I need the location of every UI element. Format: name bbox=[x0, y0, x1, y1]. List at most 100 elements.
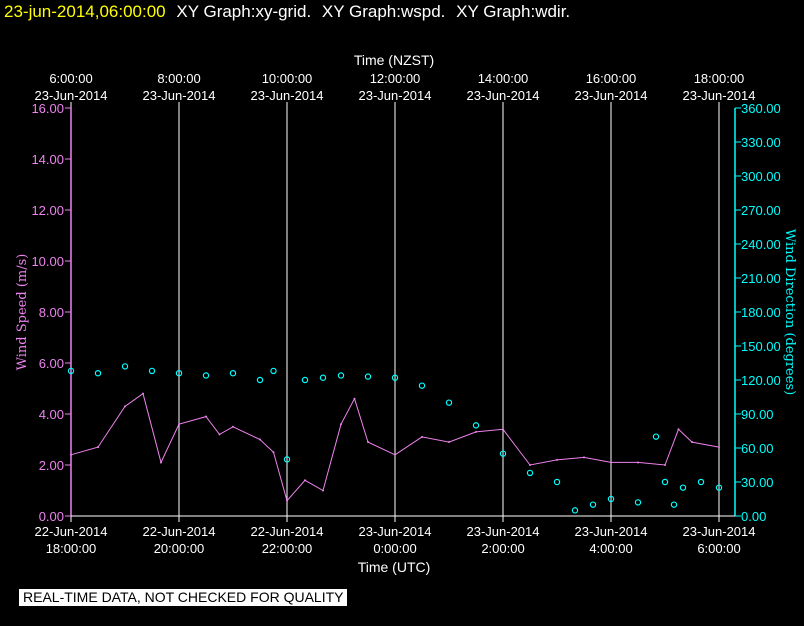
y-right-tick-label-10: 300.00 bbox=[741, 169, 781, 184]
wind-speed-point-9 bbox=[259, 438, 261, 441]
x-tick-label-top-date-1: 23-Jun-2014 bbox=[143, 88, 216, 103]
left-axis-title: Wind Speed (m/s) bbox=[15, 254, 30, 371]
wind-direction-point-5 bbox=[202, 372, 210, 379]
y-left-tick-label-6: 12.00 bbox=[31, 203, 64, 218]
right-axis-title: Wind Direction (degrees) bbox=[782, 229, 797, 395]
wind-speed-point-24 bbox=[583, 456, 585, 459]
wind-direction-point-24 bbox=[634, 499, 642, 506]
wind-speed-point-5 bbox=[178, 423, 180, 426]
wind-direction-point-6 bbox=[229, 370, 237, 377]
wind-direction-point-23 bbox=[607, 495, 615, 503]
x-tick-label-bottom-date-2: 22-Jun-2014 bbox=[251, 524, 324, 539]
wind-speed-point-17 bbox=[394, 453, 396, 456]
wind-speed-point-0 bbox=[70, 453, 72, 456]
x-tick-label-bottom-time-4: 2:00:00 bbox=[481, 541, 524, 556]
x-tick-label-top-time-3: 12:00:00 bbox=[370, 71, 421, 86]
wind-speed-point-8 bbox=[232, 425, 234, 428]
top-axis-title: Time (NZST) bbox=[354, 52, 434, 68]
y-right-tick-label-9: 270.00 bbox=[741, 203, 781, 218]
wind-direction-point-0 bbox=[67, 367, 75, 375]
header-graph-wdir: XY Graph:wdir. bbox=[456, 2, 571, 21]
wind-speed-point-19 bbox=[448, 441, 450, 444]
y-right-tick-label-1: 30.00 bbox=[741, 475, 774, 490]
x-tick-label-top-date-6: 23-Jun-2014 bbox=[683, 88, 756, 103]
x-tick-label-top-time-6: 18:00:00 bbox=[694, 71, 745, 86]
x-tick-label-top-time-5: 16:00:00 bbox=[586, 71, 637, 86]
wind-direction-point-4 bbox=[175, 370, 183, 377]
y-right-tick-label-3: 90.00 bbox=[741, 407, 774, 422]
wind-direction-point-16 bbox=[445, 399, 453, 406]
wind-speed-point-2 bbox=[124, 405, 126, 408]
wind-direction-point-10 bbox=[301, 376, 309, 384]
wind-speed-point-10 bbox=[272, 451, 275, 454]
wind-speed-point-3 bbox=[142, 392, 144, 395]
wind-speed-point-1 bbox=[97, 446, 99, 449]
wind-direction-point-21 bbox=[571, 507, 579, 514]
wind-speed-point-12 bbox=[304, 479, 306, 482]
wind-direction-point-2 bbox=[121, 363, 129, 370]
wind-speed-point-4 bbox=[160, 461, 162, 464]
x-tick-label-bottom-time-3: 0:00:00 bbox=[373, 541, 416, 556]
wind-speed-point-26 bbox=[637, 461, 639, 464]
wind-speed-point-29 bbox=[691, 441, 693, 444]
x-tick-label-top-date-4: 23-Jun-2014 bbox=[467, 88, 540, 103]
x-tick-label-top-date-0: 23-Jun-2014 bbox=[35, 88, 108, 103]
y-left-tick-label-7: 14.00 bbox=[31, 152, 64, 167]
y-left-tick-label-8: 16.00 bbox=[31, 101, 64, 116]
wind-direction-point-28 bbox=[679, 484, 687, 491]
wind-direction-point-30 bbox=[715, 484, 723, 491]
x-tick-label-top-time-0: 6:00:00 bbox=[49, 71, 92, 86]
y-left-tick-label-3: 6.00 bbox=[39, 356, 64, 371]
y-left-tick-label-2: 4.00 bbox=[39, 407, 64, 422]
x-tick-label-top-time-2: 10:00:00 bbox=[262, 71, 313, 86]
y-left-tick-label-4: 8.00 bbox=[39, 305, 64, 320]
x-tick-label-bottom-time-5: 4:00:00 bbox=[589, 541, 632, 556]
wind-speed-point-22 bbox=[529, 464, 531, 466]
header-graph-wspd: XY Graph:wspd. bbox=[321, 2, 446, 21]
wind-direction-point-12 bbox=[337, 372, 345, 379]
y-right-tick-label-11: 330.00 bbox=[741, 135, 781, 150]
y-left-tick-label-5: 10.00 bbox=[31, 254, 64, 269]
wind-direction-point-29 bbox=[697, 478, 705, 486]
header-graph-xy-grid: XY Graph:xy-grid. bbox=[176, 2, 312, 21]
x-tick-label-bottom-date-1: 22-Jun-2014 bbox=[143, 524, 216, 539]
wind-speed-point-30 bbox=[718, 446, 720, 449]
wind-direction-point-17 bbox=[472, 422, 480, 429]
x-tick-label-bottom-date-6: 23-Jun-2014 bbox=[683, 524, 756, 539]
y-right-tick-label-0: 0.00 bbox=[741, 509, 766, 524]
x-tick-label-top-time-1: 8:00:00 bbox=[157, 71, 200, 86]
wind-direction-point-27 bbox=[670, 501, 678, 508]
quality-notice: REAL-TIME DATA, NOT CHECKED FOR QUALITY bbox=[19, 589, 348, 606]
wind-direction-point-3 bbox=[148, 367, 156, 375]
wind-speed-point-7 bbox=[218, 433, 221, 436]
wind-speed-point-14 bbox=[340, 423, 342, 426]
x-tick-label-top-date-2: 23-Jun-2014 bbox=[251, 88, 324, 103]
wind-direction-point-18 bbox=[499, 450, 507, 457]
x-tick-label-bottom-time-0: 18:00:00 bbox=[46, 541, 97, 556]
wind-direction-point-9 bbox=[283, 456, 291, 463]
wind-speed-point-16 bbox=[367, 441, 369, 444]
x-tick-label-top-time-4: 14:00:00 bbox=[478, 71, 529, 86]
wind-direction-point-15 bbox=[418, 382, 426, 389]
wind-speed-point-27 bbox=[664, 464, 666, 466]
wind-speed-point-20 bbox=[475, 430, 477, 433]
wind-speed-point-11 bbox=[286, 499, 288, 502]
wind-speed-point-21 bbox=[502, 428, 504, 431]
chart-header: 23-jun-2014,06:00:00 XY Graph:xy-grid. X… bbox=[4, 2, 570, 22]
y-left-tick-label-0: 0.00 bbox=[39, 509, 64, 524]
wind-direction-point-13 bbox=[364, 373, 372, 380]
x-tick-label-bottom-date-3: 23-Jun-2014 bbox=[359, 524, 432, 539]
y-left-tick-label-1: 2.00 bbox=[39, 458, 64, 473]
wind-speed-point-15 bbox=[353, 397, 356, 400]
wind-direction-point-14 bbox=[391, 374, 399, 381]
x-tick-label-bottom-time-2: 22:00:00 bbox=[262, 541, 313, 556]
wind-speed-point-18 bbox=[421, 435, 423, 438]
x-tick-label-bottom-date-0: 22-Jun-2014 bbox=[35, 524, 108, 539]
x-tick-label-bottom-date-5: 23-Jun-2014 bbox=[575, 524, 648, 539]
wind-direction-point-11 bbox=[319, 374, 327, 381]
x-tick-label-top-date-3: 23-Jun-2014 bbox=[359, 88, 432, 103]
wind-direction-point-19 bbox=[526, 469, 534, 477]
x-tick-label-bottom-time-1: 20:00:00 bbox=[154, 541, 205, 556]
wind-direction-point-1 bbox=[94, 370, 102, 377]
